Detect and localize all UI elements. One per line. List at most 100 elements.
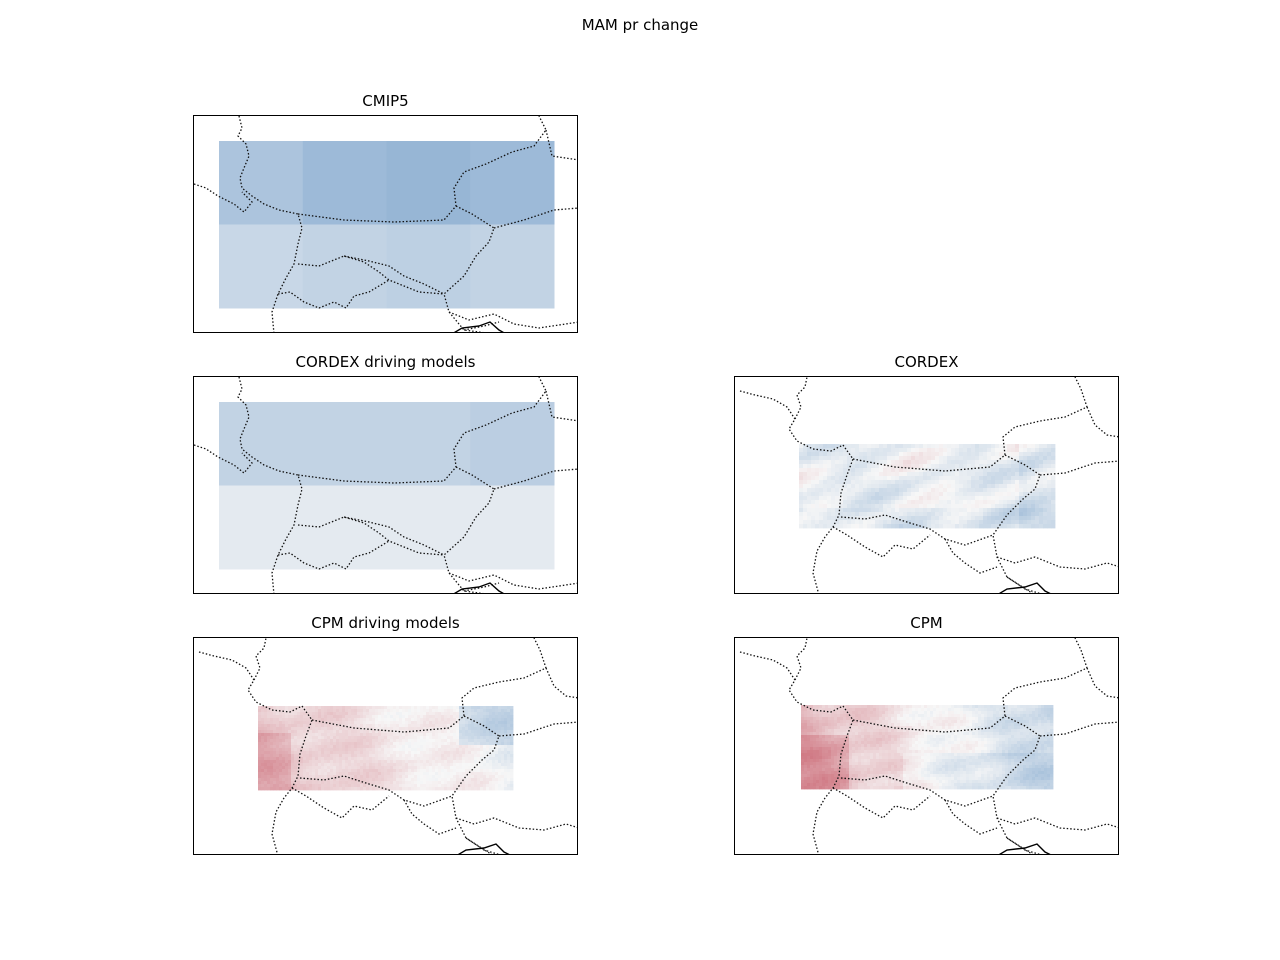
grid-cell <box>899 468 904 473</box>
grid-cell <box>834 708 838 712</box>
grid-cell <box>441 778 445 782</box>
grid-cell <box>264 721 268 725</box>
grid-cell <box>995 476 1000 481</box>
grid-cell <box>468 787 472 791</box>
grid-cell <box>948 711 952 715</box>
grid-cell <box>357 721 361 725</box>
grid-cell <box>923 480 928 485</box>
grid-cell <box>444 718 448 722</box>
grid-cell <box>936 711 940 715</box>
grid-cell <box>303 751 307 755</box>
grid-cell <box>315 724 319 728</box>
grid-cell <box>399 745 403 749</box>
grid-cell <box>967 500 972 505</box>
grid-cell <box>342 766 346 770</box>
grid-cell <box>810 705 814 709</box>
grid-cell <box>291 751 295 755</box>
grid-cell <box>486 766 490 770</box>
grid-cell <box>444 736 448 740</box>
grid-cell <box>435 772 439 776</box>
grid-cell <box>414 769 418 773</box>
grid-cell <box>955 520 960 525</box>
grid-cell <box>258 733 262 737</box>
grid-cell <box>1035 464 1040 469</box>
grid-cell <box>945 705 949 709</box>
grid-cell <box>801 726 805 730</box>
grid-cell <box>837 735 841 739</box>
grid-cell <box>386 224 471 309</box>
grid-cell <box>927 723 931 727</box>
grid-cell <box>912 705 916 709</box>
grid-cell <box>843 738 847 742</box>
grid-cell <box>843 729 847 733</box>
grid-cell <box>843 452 848 457</box>
grid-cell <box>846 705 850 709</box>
grid-cell <box>1038 723 1042 727</box>
grid-cell <box>863 484 868 489</box>
grid-cell <box>867 476 872 481</box>
grid-cell <box>948 738 952 742</box>
grid-cell <box>984 714 988 718</box>
grid-cell <box>447 742 451 746</box>
grid-cell <box>507 772 511 776</box>
grid-cell <box>983 516 988 521</box>
grid-cell <box>847 476 852 481</box>
grid-cell <box>294 736 298 740</box>
grid-cell <box>1017 741 1021 745</box>
grid-cell <box>426 763 430 767</box>
grid-cell <box>453 742 457 746</box>
grid-cell <box>939 744 943 748</box>
grid-cell <box>504 778 508 782</box>
grid-cell <box>354 721 358 725</box>
grid-cell <box>318 733 322 737</box>
grid-cell <box>453 748 457 752</box>
grid-cell <box>875 464 880 469</box>
grid-cell <box>815 500 820 505</box>
grid-cell <box>823 464 828 469</box>
grid-cell <box>438 736 442 740</box>
grid-cell <box>840 735 844 739</box>
grid-cell <box>318 778 322 782</box>
grid-cell <box>843 468 848 473</box>
grid-cell <box>979 524 984 529</box>
grid-cell <box>360 721 364 725</box>
grid-cell <box>321 715 325 719</box>
grid-cell <box>288 781 292 785</box>
grid-cell <box>963 484 968 489</box>
grid-cell <box>381 730 385 734</box>
grid-cell <box>847 492 852 497</box>
grid-cell <box>825 708 829 712</box>
grid-cell <box>357 730 361 734</box>
grid-cell <box>864 723 868 727</box>
grid-cell <box>444 742 448 746</box>
grid-cell <box>947 476 952 481</box>
grid-cell <box>1008 732 1012 736</box>
grid-cell <box>959 524 964 529</box>
grid-cell <box>930 723 934 727</box>
grid-cell <box>803 448 808 453</box>
grid-cell <box>1007 460 1012 465</box>
coastline <box>998 582 1051 593</box>
grid-cell <box>348 769 352 773</box>
grid-cell <box>264 760 268 764</box>
grid-cell <box>498 736 502 740</box>
grid-cell <box>348 730 352 734</box>
grid-cell <box>813 708 817 712</box>
grid-cell <box>843 708 847 712</box>
grid-cell <box>354 739 358 743</box>
grid-cell <box>348 724 352 728</box>
country-border <box>832 526 931 558</box>
grid-cell <box>483 721 487 725</box>
grid-cell <box>465 757 469 761</box>
grid-cell <box>402 709 406 713</box>
grid-cell <box>990 720 994 724</box>
grid-cell <box>291 718 295 722</box>
grid-cell <box>1027 452 1032 457</box>
grid-cell <box>1020 711 1024 715</box>
grid-cell <box>971 524 976 529</box>
grid-cell <box>285 730 289 734</box>
grid-cell <box>810 732 814 736</box>
grid-cell <box>411 733 415 737</box>
grid-cell <box>303 772 307 776</box>
grid-cell <box>444 757 448 761</box>
